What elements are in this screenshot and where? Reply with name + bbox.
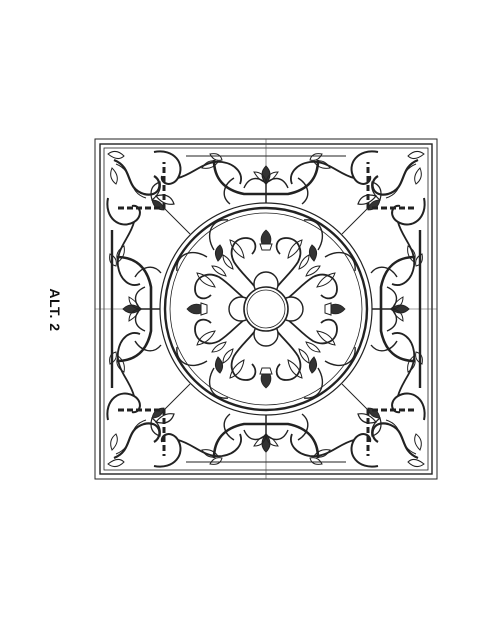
- alternative-label: ALT. 2: [47, 288, 63, 332]
- floor-medallion-drawing: [94, 138, 438, 480]
